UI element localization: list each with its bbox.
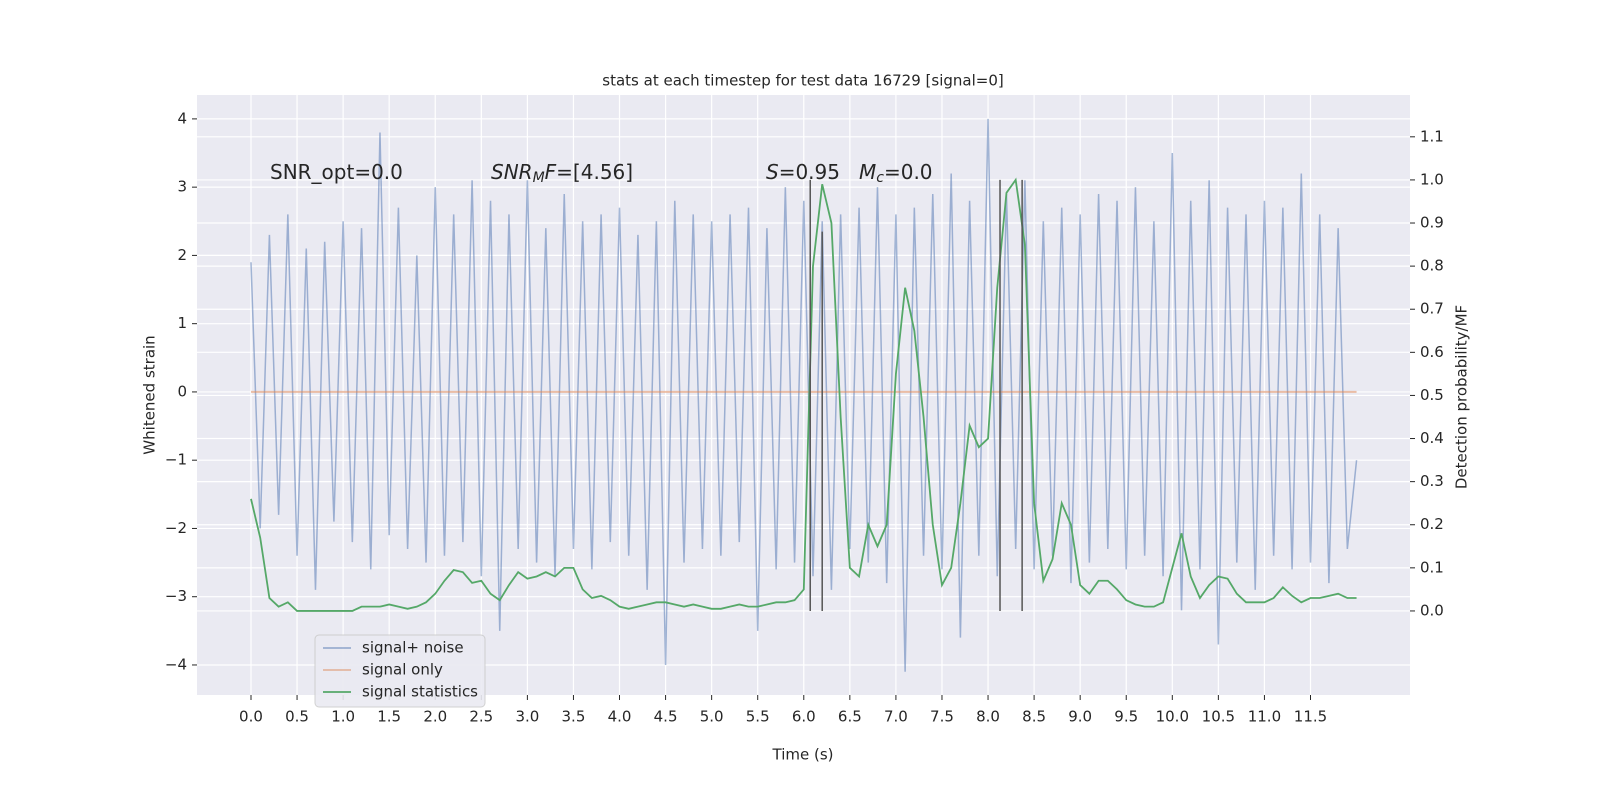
x-tick-label: 2.0 bbox=[423, 708, 447, 726]
x-tick-label: 3.5 bbox=[562, 708, 586, 726]
y-tick-label: −3 bbox=[165, 587, 187, 605]
x-tick-label: 8.5 bbox=[1022, 708, 1046, 726]
y2-tick-label: 1.0 bbox=[1420, 170, 1444, 188]
x-tick-label: 10.5 bbox=[1202, 708, 1235, 726]
x-tick-label: 9.5 bbox=[1114, 708, 1138, 726]
y-tick-label: 2 bbox=[177, 246, 187, 264]
x-tick-label: 3.0 bbox=[515, 708, 539, 726]
x-tick-label: 6.5 bbox=[838, 708, 862, 726]
y-tick-label: 4 bbox=[177, 109, 187, 127]
chart-title: stats at each timestep for test data 167… bbox=[602, 72, 1003, 90]
legend-box bbox=[314, 634, 486, 708]
y-tick-label: 1 bbox=[177, 314, 187, 332]
x-tick-label: 6.0 bbox=[792, 708, 816, 726]
annotation-part: M bbox=[859, 160, 876, 184]
series-line bbox=[250, 177, 1357, 612]
x-tick-label: 5.0 bbox=[700, 708, 724, 726]
series-line bbox=[250, 118, 1358, 672]
annotation: SNR_opt=0.0 bbox=[270, 160, 403, 184]
x-tick-label: 10.0 bbox=[1156, 708, 1189, 726]
y2-tick-label: 0.2 bbox=[1420, 515, 1444, 533]
annotation-part: SNR_opt=0.0 bbox=[270, 160, 403, 184]
y2-tick-label: 0.8 bbox=[1420, 257, 1444, 275]
x-tick-label: 0.5 bbox=[285, 708, 309, 726]
y2-tick-label: 0.0 bbox=[1420, 601, 1444, 619]
y2-tick-label: 0.3 bbox=[1420, 472, 1444, 490]
legend-label: signal statistics bbox=[362, 683, 478, 701]
y-tick-label: −2 bbox=[165, 519, 187, 537]
y2-tick-label: 1.1 bbox=[1420, 127, 1444, 145]
x-tick-label: 7.5 bbox=[930, 708, 954, 726]
annotation-part: =0.95 bbox=[779, 160, 840, 184]
y2-tick-label: 0.7 bbox=[1420, 300, 1444, 318]
x-tick-label: 0.0 bbox=[239, 708, 263, 726]
x-tick-label: 8.0 bbox=[976, 708, 1000, 726]
x-tick-label: 11.0 bbox=[1248, 708, 1281, 726]
x-tick-label: 1.5 bbox=[377, 708, 401, 726]
legend-label: signal only bbox=[362, 661, 443, 679]
annotation-part: =[4.56] bbox=[556, 160, 633, 184]
x-tick-label: 7.0 bbox=[884, 708, 908, 726]
x-tick-label: 11.5 bbox=[1294, 708, 1327, 726]
annotation-part: M bbox=[533, 170, 545, 186]
annotation-part: c bbox=[876, 170, 884, 186]
y-tick-label: 3 bbox=[177, 178, 187, 196]
annotation: S=0.95 bbox=[766, 160, 840, 184]
x-tick-label: 2.5 bbox=[469, 708, 493, 726]
y-tick-label: −1 bbox=[165, 451, 187, 469]
x-tick-label: 1.0 bbox=[331, 708, 355, 726]
x-axis-label: Time (s) bbox=[772, 746, 834, 764]
y2-tick-label: 0.6 bbox=[1420, 343, 1444, 361]
y2-tick-label: 0.5 bbox=[1420, 386, 1444, 404]
y2-tick-label: 0.9 bbox=[1420, 214, 1444, 232]
y-tick-label: −4 bbox=[165, 655, 187, 673]
annotation-part: F bbox=[545, 160, 557, 184]
annotation: SNRMF=[4.56] bbox=[491, 160, 633, 187]
x-tick-label: 4.5 bbox=[654, 708, 678, 726]
x-tick-label: 9.0 bbox=[1068, 708, 1092, 726]
annotation-part: =0.0 bbox=[884, 160, 933, 184]
y2-axis-label: Detection probability/MF bbox=[1453, 305, 1471, 489]
x-tick-label: 4.0 bbox=[608, 708, 632, 726]
y-tick-label: 0 bbox=[177, 382, 187, 400]
legend-label: signal+ noise bbox=[362, 639, 464, 657]
annotation-part: S bbox=[766, 160, 779, 184]
annotation-part: SNR bbox=[491, 160, 533, 184]
y2-tick-label: 0.1 bbox=[1420, 558, 1444, 576]
y-axis-label: Whitened strain bbox=[141, 335, 159, 454]
y2-tick-label: 0.4 bbox=[1420, 429, 1444, 447]
x-tick-label: 5.5 bbox=[746, 708, 770, 726]
annotation: Mc=0.0 bbox=[859, 160, 933, 187]
